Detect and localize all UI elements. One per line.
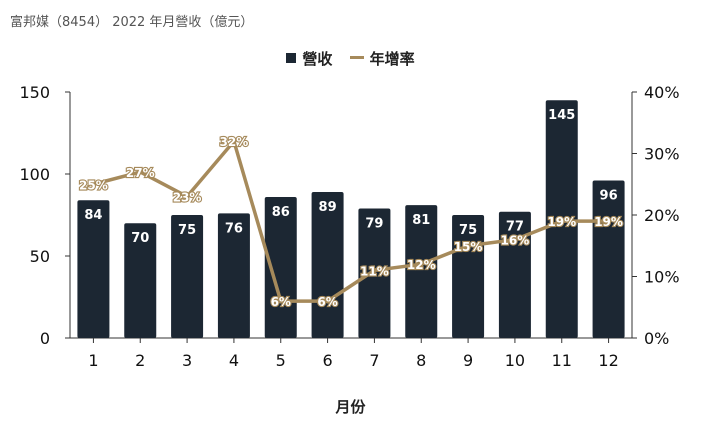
bar xyxy=(358,208,391,338)
yoy-label: 25% xyxy=(79,178,108,192)
bar-label: 70 xyxy=(131,231,149,246)
x-tick-label: 8 xyxy=(416,351,426,370)
legend: 營收 年增率 xyxy=(0,48,701,69)
y-right-tick-label: 20% xyxy=(644,206,680,225)
yoy-point xyxy=(184,194,190,200)
yoy-point xyxy=(606,218,612,224)
x-tick-label: 1 xyxy=(88,351,98,370)
bar xyxy=(217,213,250,338)
bar-label: 77 xyxy=(506,220,524,235)
yoy-label: 12% xyxy=(407,258,436,272)
bar-label: 86 xyxy=(272,205,290,220)
bar-label: 145 xyxy=(548,108,575,123)
chart-title: 富邦媒（8454） 2022 年月營收（億元） xyxy=(10,15,254,30)
bar-label: 89 xyxy=(319,200,337,215)
x-tick-label: 12 xyxy=(598,351,618,370)
yoy-point xyxy=(512,237,518,243)
legend-bar-swatch xyxy=(286,52,297,63)
bar xyxy=(77,200,110,338)
yoy-label: 27% xyxy=(126,166,155,180)
x-tick-label: 9 xyxy=(463,351,473,370)
yoy-label: 23% xyxy=(173,191,202,205)
yoy-label: 16% xyxy=(501,234,530,248)
x-tick-label: 7 xyxy=(369,351,379,370)
yoy-label: 6% xyxy=(317,295,337,309)
yoy-point xyxy=(418,261,424,267)
yoy-label: 6% xyxy=(271,295,291,309)
y-right-tick-label: 0% xyxy=(644,329,669,348)
bar xyxy=(124,223,157,338)
x-axis-title: 月份 xyxy=(335,398,366,416)
yoy-point xyxy=(231,138,237,144)
bar-label: 79 xyxy=(365,216,383,231)
legend-line-swatch xyxy=(349,56,364,59)
bar-label: 81 xyxy=(412,213,430,228)
x-tick-label: 11 xyxy=(552,351,572,370)
legend-label-revenue: 營收 xyxy=(302,50,333,68)
bar xyxy=(405,205,438,338)
yoy-point xyxy=(137,169,143,175)
bar-label: 75 xyxy=(459,223,477,238)
x-tick-label: 5 xyxy=(276,351,286,370)
y-left-tick-label: 100 xyxy=(19,165,50,184)
yoy-label: 15% xyxy=(454,240,483,254)
yoy-point xyxy=(465,243,471,249)
bar-label: 75 xyxy=(178,223,196,238)
bar-label: 96 xyxy=(600,189,618,204)
legend-item-yoy[interactable]: 年增率 xyxy=(349,48,415,69)
yoy-line xyxy=(91,139,611,303)
bar-label: 84 xyxy=(84,208,102,223)
y-right-tick-label: 30% xyxy=(644,145,680,164)
bar-label: 76 xyxy=(225,221,243,236)
yoy-point xyxy=(559,218,565,224)
yoy-label: 32% xyxy=(220,135,249,149)
legend-item-revenue[interactable]: 營收 xyxy=(286,48,332,69)
x-tick-label: 3 xyxy=(182,351,192,370)
legend-label-yoy: 年增率 xyxy=(369,50,415,68)
yoy-point xyxy=(278,298,284,304)
y-right-tick-label: 40% xyxy=(644,83,680,102)
yoy-label: 19% xyxy=(547,215,576,229)
bar xyxy=(498,211,531,338)
yoy-point xyxy=(90,181,96,187)
yoy-point xyxy=(325,298,331,304)
bar xyxy=(592,180,625,338)
x-tick-label: 4 xyxy=(229,351,239,370)
yoy-point xyxy=(371,267,377,273)
yoy-label: 19% xyxy=(594,215,623,229)
x-tick-label: 2 xyxy=(135,351,145,370)
y-left-tick-label: 0 xyxy=(40,329,50,348)
y-left-tick-label: 50 xyxy=(30,247,50,266)
y-left-tick-label: 150 xyxy=(19,83,50,102)
x-tick-label: 6 xyxy=(322,351,332,370)
y-right-tick-label: 10% xyxy=(644,268,680,287)
bar xyxy=(171,215,204,338)
yoy-label: 11% xyxy=(360,264,389,278)
x-tick-label: 10 xyxy=(505,351,525,370)
